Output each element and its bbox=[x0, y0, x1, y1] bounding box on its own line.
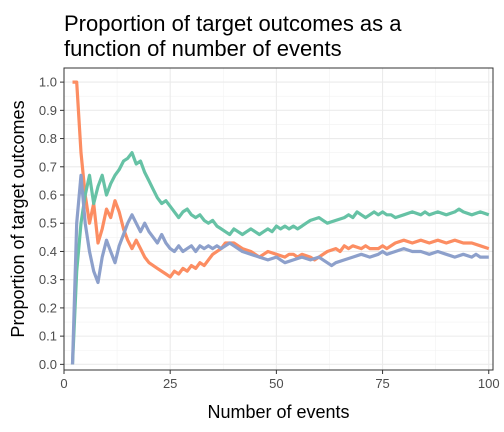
x-tick-label: 100 bbox=[478, 376, 500, 391]
x-tick-label: 0 bbox=[60, 376, 67, 391]
y-tick-label: 0.8 bbox=[39, 131, 57, 146]
plot-panel-border bbox=[63, 67, 494, 371]
y-tick-label: 0.6 bbox=[39, 188, 57, 203]
y-axis: 0.0 0.1 0.2 0.3 0.4 0.5 0.6 0.7 0.8 0.9 1.0 bbox=[39, 75, 64, 372]
y-tick-label: 0.0 bbox=[39, 357, 57, 372]
y-tick-label: 0.3 bbox=[39, 272, 57, 287]
x-tick-label: 25 bbox=[163, 376, 177, 391]
x-axis: 0 25 50 75 100 bbox=[60, 370, 500, 391]
major-gridlines bbox=[63, 68, 493, 370]
y-tick-label: 0.5 bbox=[39, 216, 57, 231]
series-line-3 bbox=[70, 173, 489, 365]
chart-title-line-2: function of number of events bbox=[64, 36, 342, 61]
y-tick-label: 0.7 bbox=[39, 159, 57, 174]
y-tick-label: 0.4 bbox=[39, 244, 57, 259]
series-line-1 bbox=[72, 80, 490, 279]
chart-title-line-1: Proportion of target outcomes as a bbox=[64, 11, 402, 36]
y-tick-label: 0.1 bbox=[39, 329, 57, 344]
y-tick-label: 1.0 bbox=[39, 75, 57, 90]
x-tick-label: 75 bbox=[375, 376, 389, 391]
series-line-2 bbox=[70, 151, 490, 365]
y-tick-label: 0.2 bbox=[39, 300, 57, 315]
x-axis-title: Number of events bbox=[207, 402, 349, 422]
series-layer bbox=[70, 80, 490, 365]
minor-gridlines bbox=[64, 68, 493, 370]
x-tick-label: 50 bbox=[269, 376, 283, 391]
y-tick-label: 0.9 bbox=[39, 103, 57, 118]
y-axis-title: Proportion of target outcomes bbox=[8, 100, 28, 337]
